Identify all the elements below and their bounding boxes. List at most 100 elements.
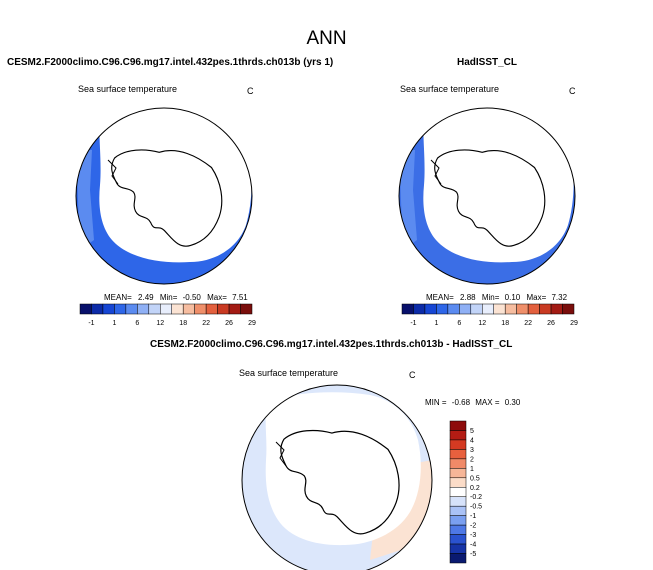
panel2-mean-label: MEAN= [426,293,454,302]
panel3-map [241,384,433,570]
panel1-colorbar-swatch [228,303,241,315]
panel2-colorbar-swatch [493,303,506,315]
panel3-min-label: MIN = [425,398,447,407]
panel2-max-value: 7.32 [551,293,568,302]
panel1-colorbar-tick-label: 29 [248,320,256,327]
panel3-colorbar-tick-label: -2 [470,523,476,530]
panel3-colorbar-tick-label: 0.5 [470,475,480,482]
panel2-peninsula [430,159,442,185]
panel2-colorbar-swatch [516,303,529,315]
panel2-stats: MEAN= 2.88 Min= 0.10 Max= 7.32 [426,293,567,302]
panel2-map [398,107,576,285]
panel2-colorbar-tick-label: 12 [478,320,486,327]
panel2-colorbar-swatch [447,303,460,315]
figure-title: ANN [306,28,347,49]
panel1-mean-value: 2.49 [138,293,154,302]
panel2-variable-label: Sea surface temperature [400,84,500,94]
panel1-colorbar-swatch [171,303,184,315]
panel2-colorbar-tick-label: 18 [501,320,509,327]
panel2-colorbar-swatch [482,303,494,315]
panel3-colorbar-tick-label: 0.2 [470,485,480,492]
panel3-colorbar-tick-label: -0.2 [470,494,482,501]
panel3-min-value: -0.68 [451,398,471,407]
panel1-max-value: 7.51 [232,293,248,302]
panel3-colorbar-tick-label: 5 [470,428,474,435]
panel1-colorbar-tick-label: 22 [202,320,210,327]
panel2-colorbar-swatch [539,303,552,315]
panel3-colorbar-swatch [449,477,467,488]
panel2-colorbar-tick-label: 22 [524,320,532,327]
panel3-colorbar-swatch [449,430,467,441]
panel1-stats: MEAN= 2.49 Min= -0.50 Max= 7.51 [104,293,248,302]
panel3-colorbar-tick-label: -0.5 [470,504,482,511]
panel1-min-value: -0.50 [182,293,201,302]
panel1-colorbar-swatch [79,303,92,315]
panel2-min-value: 0.10 [504,293,521,302]
panel2-map-border [398,107,576,285]
panel3-colorbar-swatch [449,487,467,497]
panel1-colorbar-swatch [240,303,253,315]
panel3-colorbar-swatch [449,515,467,526]
panel3-colorbar-swatch [449,524,467,535]
panel3-colorbar-swatch [449,496,467,507]
panel1-colorbar-swatch [125,303,138,315]
panel3-map-border [241,384,433,570]
panel3-colorbar-tick-label: -5 [470,551,476,558]
panel1-colorbar-swatch [205,303,218,315]
panel3-colorbar-tick-label: 3 [470,447,474,454]
panel2-colorbar-swatch [504,303,517,315]
panel3-max-value: 0.30 [504,398,521,407]
panel1-colorbar-swatch [182,303,195,315]
panel1-mean-label: MEAN= [104,293,132,302]
panel1-map [75,107,253,285]
panel1-colorbar-swatch [91,303,104,315]
panel3-colorbar-swatch [449,449,467,460]
panel3-colorbar-tick-label: 2 [470,456,474,463]
panel1-max-label: Max= [207,293,227,302]
panel2-colorbar-tick-label: -1 [410,320,416,327]
panel3-colorbar-swatch [449,543,467,554]
panel1-min-label: Min= [159,293,178,302]
panel3-colorbar-tick-label: -4 [470,542,476,549]
panel3-colorbar-swatch [449,420,467,431]
panel2-colorbar-swatch [413,303,426,315]
panel1-colorbar-tick-label: 1 [112,320,116,327]
panel2-colorbar-swatch [550,303,563,315]
panel1-colorbar-swatch [114,303,127,315]
panel2-colorbar-swatch [401,303,414,315]
panel3-peninsula [275,441,287,467]
panel2-colorbar-tick-label: 29 [570,320,578,327]
panel3-colorbar-swatch [449,534,467,545]
panel3-stats: MIN = -0.68 MAX = 0.30 [425,398,520,407]
panel3-colorbar-tick-label: 4 [470,437,474,444]
panel1-map-border [75,107,253,285]
panel2-units: C [569,86,576,96]
panel2-max-label: Max= [526,293,547,302]
panel1-colorbar-tick-label: 6 [135,320,139,327]
panel2-colorbar-tick-label: 26 [547,320,555,327]
panel1-colorbar-tick-label: 12 [156,320,164,327]
panel2-colorbar-tick-label: 1 [434,320,438,327]
panel1-title: CESM2.F2000climo.C96.C96.mg17.intel.432p… [7,57,334,68]
panel3-title: CESM2.F2000climo.C96.C96.mg17.intel.432p… [150,339,513,350]
panel3-colorbar-tick-label: 1 [470,466,474,473]
panel2-mean-value: 2.88 [460,293,476,302]
panel1-variable-label: Sea surface temperature [78,84,178,94]
panel3-colorbar-swatch [449,553,467,564]
panel2-colorbar-swatch [527,303,540,315]
panel1-colorbar-tick-label: 26 [225,320,233,327]
panel3-units: C [409,370,416,380]
panel2-colorbar-tick-label: 6 [457,320,461,327]
panel2-colorbar-swatch [459,303,472,315]
panel1-colorbar-swatch [148,303,161,315]
panel1-units: C [247,86,254,96]
panel1-colorbar-tick-label: 18 [179,320,187,327]
panel3-max-label: MAX = [475,398,500,407]
panel2-colorbar-swatch [470,303,483,315]
panel1-colorbar-swatch [102,303,115,315]
panel3-colorbar-tick-label: -1 [470,513,476,520]
panel3-colorbar-swatch [449,505,467,516]
panel3-colorbar-tick-label: -3 [470,532,476,539]
panel2-colorbar-swatch [424,303,437,315]
panel2-min-label: Min= [481,293,500,302]
